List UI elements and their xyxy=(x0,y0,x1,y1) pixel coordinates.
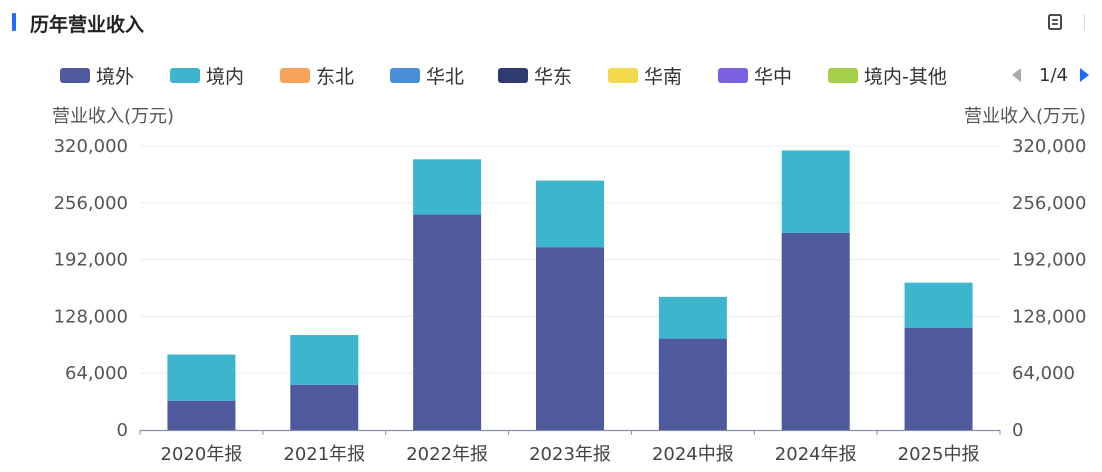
x-tick-label: 2024年报 xyxy=(775,444,857,465)
legend-item[interactable]: 东北 xyxy=(280,62,354,88)
bar-segment[interactable] xyxy=(536,180,604,248)
legend-label: 境内-其他 xyxy=(864,65,947,88)
legend-label: 华中 xyxy=(754,65,793,88)
legend-swatch xyxy=(718,67,748,83)
pager-indicator: 1/4 xyxy=(1039,64,1068,86)
y-tick-label-right: 128,000 xyxy=(1012,306,1086,327)
legend-label: 境内 xyxy=(206,65,245,88)
legend-item[interactable]: 华中 xyxy=(718,62,792,88)
y-tick-label-right: 64,000 xyxy=(1012,363,1075,384)
chart-title: 历年营业收入 xyxy=(30,14,145,36)
bar-segment[interactable] xyxy=(658,296,727,339)
legend-item[interactable]: 华北 xyxy=(390,62,464,88)
y-tick-label-left: 128,000 xyxy=(54,306,128,327)
legend-label: 华南 xyxy=(644,65,683,88)
legend-item[interactable]: 境内-其他 xyxy=(828,62,947,88)
bar-segment[interactable] xyxy=(290,335,359,385)
legend-pager: 1/4 xyxy=(1012,62,1089,88)
x-tick-label: 2020年报 xyxy=(161,444,243,465)
legend-label: 东北 xyxy=(316,65,355,88)
legend-item[interactable]: 华南 xyxy=(608,62,682,88)
bar-segment[interactable] xyxy=(904,282,973,328)
x-tick-label: 2025中报 xyxy=(898,444,980,465)
bar-segment[interactable] xyxy=(781,150,850,233)
header-divider xyxy=(1084,14,1085,30)
x-tick-label: 2021年报 xyxy=(283,444,365,465)
y-tick-label-right: 256,000 xyxy=(1012,193,1086,214)
bar-segment[interactable] xyxy=(167,354,236,401)
legend-item[interactable]: 境内 xyxy=(170,62,244,88)
copy-icon[interactable] xyxy=(1046,13,1064,31)
y-tick-label-left: 320,000 xyxy=(54,136,128,157)
bar-segment[interactable] xyxy=(536,247,604,430)
legend-label: 华北 xyxy=(426,65,465,88)
y-tick-label-left: 256,000 xyxy=(54,193,128,214)
bar-segment[interactable] xyxy=(290,384,359,430)
legend-swatch xyxy=(60,67,90,83)
y-axis-title-right: 营业收入(万元) xyxy=(963,106,1086,127)
legend-swatch xyxy=(390,67,420,83)
legend-label: 华东 xyxy=(534,65,573,88)
bar-segment[interactable] xyxy=(413,159,482,215)
legend-swatch xyxy=(170,67,200,83)
legend-swatch xyxy=(608,67,638,83)
legend-swatch xyxy=(498,67,528,83)
legend-swatch xyxy=(280,67,310,83)
legend-swatch xyxy=(828,67,858,83)
x-tick-label: 2024中报 xyxy=(652,444,734,465)
y-tick-label-left: 0 xyxy=(117,420,128,441)
y-tick-label-right: 320,000 xyxy=(1012,136,1086,157)
bar-segment[interactable] xyxy=(167,400,236,430)
bar-segment[interactable] xyxy=(658,338,727,430)
pager-prev-icon[interactable] xyxy=(1012,68,1021,82)
title-accent-bar xyxy=(12,13,16,31)
y-tick-label-left: 192,000 xyxy=(54,250,128,271)
legend-item[interactable]: 境外 xyxy=(60,62,134,88)
y-axis-title-left: 营业收入(万元) xyxy=(52,106,175,127)
x-tick-label: 2022年报 xyxy=(406,444,488,465)
bar-segment[interactable] xyxy=(904,327,973,430)
y-tick-label-left: 64,000 xyxy=(65,363,128,384)
bar-segment[interactable] xyxy=(781,232,850,430)
y-tick-label-right: 192,000 xyxy=(1012,250,1086,271)
legend-item[interactable]: 华东 xyxy=(498,62,572,88)
bar-segment[interactable] xyxy=(413,214,482,430)
x-tick-label: 2023年报 xyxy=(529,444,611,465)
legend-label: 境外 xyxy=(96,65,135,88)
chart-header: 历年营业收入 xyxy=(0,0,1102,46)
pager-next-icon[interactable] xyxy=(1079,68,1089,82)
y-tick-label-right: 0 xyxy=(1012,420,1023,441)
